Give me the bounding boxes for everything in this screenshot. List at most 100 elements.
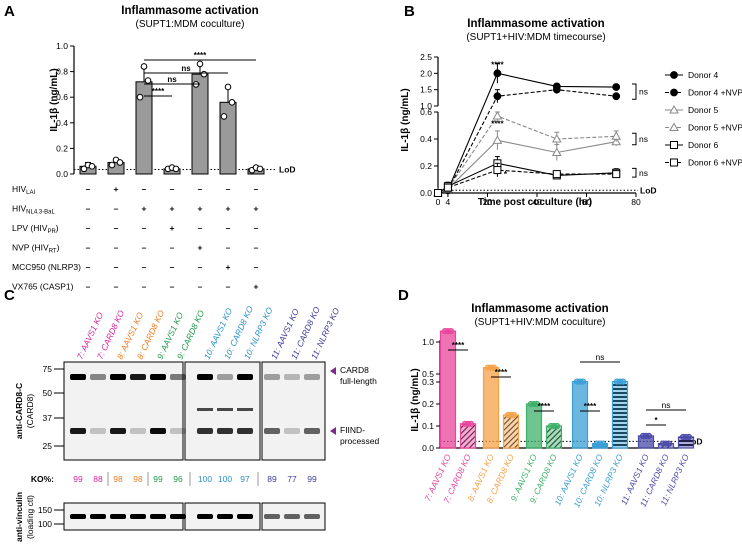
a-row-mark: – (170, 243, 175, 253)
a-row-label: LPV (HIVPR) (12, 223, 59, 235)
a-point (108, 161, 116, 169)
a-row-mark: – (114, 223, 119, 233)
c-vinculin-band (170, 514, 186, 519)
c-band-full (304, 374, 320, 380)
a-point (136, 93, 144, 101)
a-row-mark: – (86, 204, 91, 214)
d-lod-label: LoD (686, 436, 703, 446)
panel-b: B Inflammasome activation (SUPT1+HIV:MDM… (400, 3, 742, 208)
a-y-tick-label: 1.0 (56, 41, 68, 51)
c-ko-value: 98 (113, 474, 123, 484)
d-point (685, 433, 693, 441)
a-row-mark: – (86, 243, 91, 253)
a-row-mark: – (198, 262, 203, 272)
a-row-mark: – (170, 184, 175, 194)
c-ko-value: 99 (307, 474, 317, 484)
a-row-mark: – (114, 262, 119, 272)
a-row-label-main: HIV (12, 204, 27, 214)
a-row-label-main: HIV (12, 184, 27, 194)
c-band-full (110, 374, 126, 380)
d-point (490, 364, 498, 371)
a-point (224, 83, 232, 91)
c-band-processed (197, 428, 213, 434)
a-row-mark: – (198, 223, 203, 233)
a-row-mark: – (142, 243, 147, 253)
b-point (669, 104, 679, 114)
c-vinculin-band (130, 514, 146, 519)
b-point (551, 133, 562, 143)
c-mw2-label: 100 (38, 519, 52, 529)
panel-b-subtitle: (SUPT1+HIV:MDM timecourse) (466, 32, 605, 43)
b-x-tick-label: 0 (436, 197, 441, 207)
a-y-tick-label: 0.2 (56, 143, 68, 153)
b-series-line (437, 139, 617, 194)
b-ns-bracket (632, 167, 637, 178)
a-row-mark: – (226, 223, 231, 233)
panel-a-subtitle: (SUPT1:MDM coculture) (136, 19, 245, 30)
b-point (493, 69, 502, 78)
d-sig-label: ns (662, 400, 671, 410)
panel-d-category-labels: 7: AAVS1 KO7: CARD8 KO8: AAVS1 KO8: CARD… (422, 452, 691, 509)
c-band-full (90, 374, 106, 380)
c-vinculin-band (110, 514, 126, 519)
c-vinculin-band (70, 514, 86, 519)
c-band-processed (237, 428, 253, 434)
b-y-tick-label: 1.0 (420, 101, 432, 111)
a-row-label-sub: LAI (26, 190, 35, 196)
b-point (492, 111, 503, 120)
d-sig-label: **** (584, 402, 597, 411)
panel-d-subtitle: (SUPT1+HIV:MDM coculture) (474, 317, 605, 328)
a-point (172, 165, 180, 173)
a-point (144, 77, 152, 84)
b-ns-label: ns (639, 134, 648, 144)
c-band-extra (237, 408, 253, 411)
b-point (552, 170, 561, 179)
panel-c-letter: C (4, 287, 15, 304)
c-arrow-processed-label: FIIND- (340, 425, 365, 435)
d-point (619, 378, 627, 385)
b-series-line (437, 115, 617, 194)
a-y-tick-label: 0.8 (56, 67, 68, 77)
d-point (553, 422, 561, 430)
a-sig-label: **** (152, 87, 165, 96)
panel-c-lane-labels: 7: AAVS1 KO7: CARD8 KO8: AAVS1 KO8: CARD… (75, 304, 342, 361)
a-row-label: NVP (HIVRT) (12, 243, 60, 255)
b-y-tick-label: 0.2 (420, 161, 432, 171)
panel-b-letter: B (404, 3, 415, 20)
a-bar (191, 73, 209, 175)
a-row-label: HIVLAI (12, 184, 36, 196)
d-bar-tint (678, 437, 694, 448)
c-arrow-processed-label: processed (340, 436, 379, 446)
panel-a-bars (79, 60, 265, 175)
d-point (467, 420, 475, 427)
c-vinculin-band (304, 514, 320, 519)
panel-d-letter: D (398, 287, 409, 304)
b-point (669, 122, 679, 131)
b-point (493, 166, 502, 175)
b-series-line (437, 72, 617, 194)
c-arrow-full-label: CARD8 (340, 365, 369, 375)
a-row-label-main: LPV (HIV (12, 223, 48, 233)
b-y-tick-label: 2.5 (420, 52, 432, 62)
a-row-mark: – (170, 262, 175, 272)
d-y-tick-label: 0.1 (422, 421, 434, 431)
panel-a-ylabel: IL-1β (ng/mL) (49, 68, 60, 131)
a-row-label-sub: NL4.3-BaL (26, 210, 55, 216)
b-legend-label: Donor 4 +NVP (688, 88, 742, 98)
panel-d-ylabel: IL-1β (ng/mL) (410, 368, 421, 431)
d-bar (571, 381, 589, 449)
b-ns-label: ns (639, 168, 648, 178)
c-vinculin-band (264, 514, 280, 519)
c-band-processed (90, 428, 106, 434)
c-ko-value: 100 (218, 474, 232, 484)
b-y-tick-label: 1.5 (420, 85, 432, 95)
a-row-label-tail: ) (57, 243, 60, 253)
a-row-mark: + (226, 262, 231, 272)
c-band-processed (170, 428, 186, 434)
b-point (443, 183, 452, 192)
panel-a-condition-table: HIVLAI – + – – – – –HIVNL4.3-BaL – – + + + + +LPV (HIV… (12, 184, 259, 292)
d-point (510, 411, 518, 419)
c-blot-frame (261, 361, 326, 461)
a-row-mark: – (254, 184, 259, 194)
